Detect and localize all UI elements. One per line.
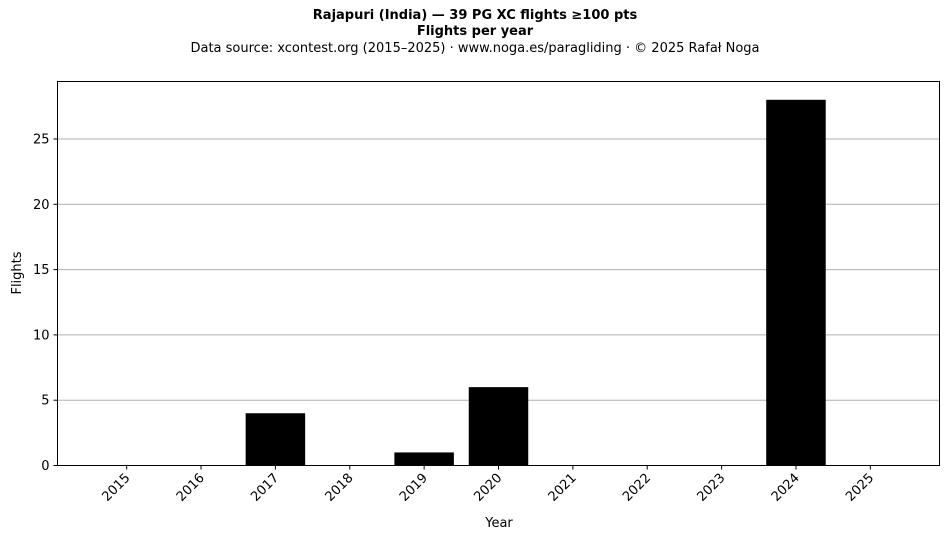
y-tick-label: 0 [41,459,49,474]
y-tick-label: 10 [33,328,50,343]
x-tick-label: 2020 [471,471,505,505]
chart-title: Rajapuri (India) — 39 PG XC flights ≥100… [312,8,638,23]
x-tick-label: 2023 [694,471,728,505]
chart-subtitle: Flights per year [416,24,534,39]
y-tick-label: 25 [33,132,50,147]
x-tick-label: 2021 [546,471,580,505]
y-tick-label: 5 [41,394,49,409]
bar [394,452,454,466]
bars [245,99,826,466]
y-axis-ticks: 0 5 10 15 20 25 [33,132,58,474]
y-tick-label: 15 [33,263,50,278]
x-tick-label: 2022 [620,471,654,505]
x-tick-label: 2018 [323,471,357,505]
bar [766,99,826,466]
x-tick-label: 2015 [99,471,133,505]
data-source-note: Data source: xcontest.org (2015–2025) · … [190,41,760,56]
x-tick-label: 2025 [843,471,877,505]
x-axis-label: Year [484,516,513,531]
x-tick-label: 2017 [248,471,282,505]
x-tick-label: 2016 [174,471,208,505]
x-tick-label: 2019 [397,471,431,505]
bar [245,413,306,466]
x-axis-ticks: 2015 2016 2017 2018 2019 2020 2021 2022 2023 2024… [99,465,877,505]
y-axis-label: Flights [10,251,25,294]
x-tick-label: 2024 [769,471,803,505]
chart-titles: Rajapuri (India) — 39 PG XC flights ≥100… [0,8,950,57]
y-tick-label: 20 [33,198,50,213]
bar [468,387,529,466]
